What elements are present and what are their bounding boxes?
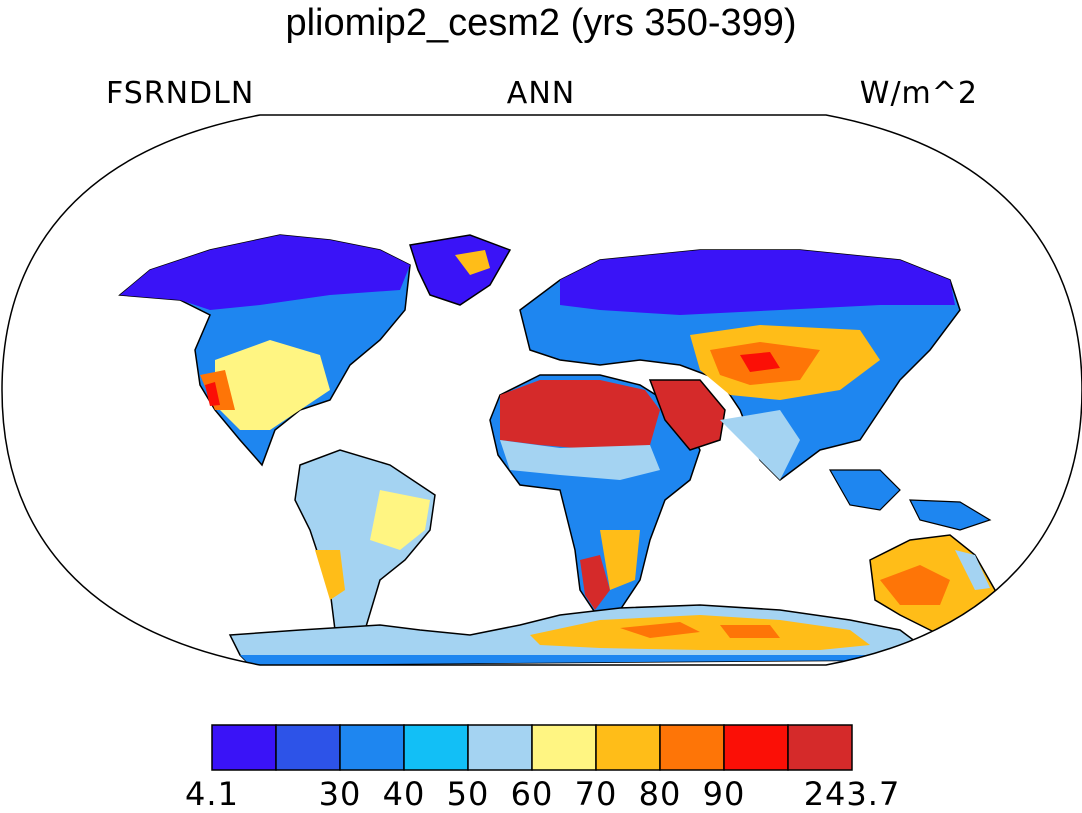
- sahara-region: [500, 380, 660, 450]
- colorbar-box-6: [595, 724, 661, 771]
- colorbar-box-7: [659, 724, 725, 771]
- variable-label: FSRNDLN: [106, 76, 255, 111]
- plot-title: pliomip2_cesm2 (yrs 350-399): [285, 2, 797, 44]
- colorbar-box-0: [211, 724, 277, 771]
- colorbar-box-5: [531, 724, 597, 771]
- south-asia-region: [720, 410, 800, 480]
- colorbar-tick-label: 30: [318, 775, 362, 813]
- australia-hot: [880, 565, 950, 605]
- world-map: [1, 114, 1082, 666]
- south-america-dry: [370, 490, 430, 550]
- southern-africa-hot: [580, 555, 610, 610]
- colorbar-box-1: [275, 724, 341, 771]
- colorbar-box-3: [403, 724, 469, 771]
- south-america-hot: [315, 550, 345, 600]
- colorbar-tick-label: 70: [574, 775, 618, 813]
- siberia-region: [560, 250, 955, 315]
- colorbar-tick-label: 243.7: [803, 775, 901, 813]
- map-boundary: [1, 114, 1082, 666]
- maritime-continent: [828, 469, 992, 531]
- colorbar-tick-label: 40: [382, 775, 426, 813]
- season-label: ANN: [506, 76, 576, 111]
- north-america-very-hot: [205, 382, 220, 406]
- tibet-region: [740, 352, 780, 372]
- colorbar-tick-label: 50: [446, 775, 490, 813]
- north-america-hot: [200, 370, 235, 410]
- colorbar-box-8: [723, 724, 789, 771]
- colorbar-box-9: [787, 724, 853, 771]
- colorbar-tick-label: 60: [510, 775, 554, 813]
- new-zealand-region: [989, 614, 1046, 656]
- colorbar-tick-label: 90: [702, 775, 746, 813]
- colorbar-box-4: [467, 724, 533, 771]
- units-label: W/m^2: [859, 76, 978, 111]
- colorbar-tick-label: 4.1: [185, 775, 239, 813]
- antarctica-interior: [530, 615, 870, 650]
- sahel-region: [500, 440, 660, 480]
- arabia-region: [648, 379, 726, 451]
- land-fields: [118, 234, 1046, 665]
- australia-coast: [955, 550, 990, 590]
- greenland-ice: [455, 250, 490, 275]
- southern-africa-warm: [600, 530, 640, 590]
- colorbar-tick-label: 80: [638, 775, 682, 813]
- colorbar-box-2: [339, 724, 405, 771]
- antarctica-edge: [240, 655, 900, 665]
- north-america-dry: [215, 340, 330, 430]
- greenland-region: [409, 234, 512, 306]
- antarctica-hot-patch: [620, 622, 780, 638]
- colorbar: [211, 724, 853, 771]
- north-america-arctic: [120, 235, 410, 310]
